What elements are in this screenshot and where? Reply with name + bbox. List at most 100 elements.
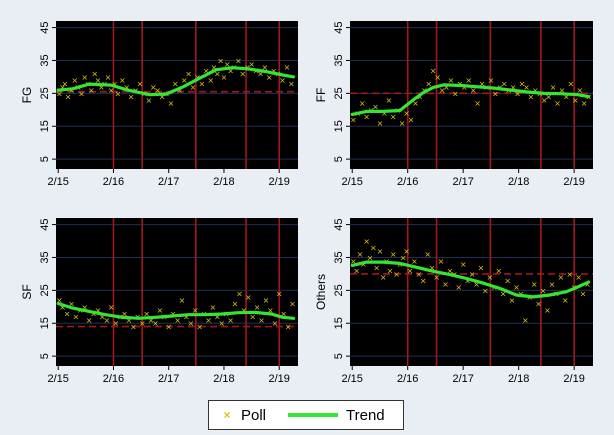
others-poll-point: ×	[486, 273, 493, 282]
fg-poll-point: ×	[248, 60, 255, 69]
fg-poll-point: ×	[266, 73, 273, 82]
sf-poll-point: ×	[121, 309, 128, 318]
sf-xtick-label: 2/18	[213, 373, 234, 385]
ff-poll-point: ×	[581, 99, 588, 108]
fg-xtick-label: 2/16	[103, 176, 124, 188]
others-poll-point: ×	[367, 253, 374, 262]
others-trend-line	[350, 260, 591, 299]
sf-poll-point: ×	[280, 309, 287, 318]
ff-poll-point: ×	[470, 86, 477, 95]
others-poll-point: ×	[500, 290, 507, 299]
ff-trend-line	[350, 83, 591, 117]
others-poll-point: ×	[380, 273, 387, 282]
fg-poll-point: ×	[128, 93, 135, 102]
ff-poll-point: ×	[563, 93, 570, 102]
sf-xtick-label: 2/19	[269, 373, 290, 385]
sf-poll-point: ×	[258, 316, 265, 325]
ff-poll-point: ×	[572, 96, 579, 105]
ff-poll-point: ×	[359, 99, 366, 108]
fg-poll-point: ×	[111, 79, 118, 88]
fg-ytick-label: 35	[39, 54, 51, 66]
others-poll-point: ×	[357, 250, 364, 259]
sf-xtick-label: 2/16	[103, 373, 124, 385]
fg-poll-point: ×	[176, 86, 183, 95]
sf-poll-point: ×	[227, 316, 234, 325]
fg-ytick-label: 5	[39, 156, 51, 162]
others-poll-point: ×	[535, 300, 542, 309]
ff-poll-point: ×	[425, 79, 432, 88]
fg-poll-point: ×	[91, 70, 98, 79]
fg-poll-point: ×	[224, 60, 231, 69]
ff-poll-point: ×	[390, 112, 397, 121]
sf-poll-point: ×	[241, 306, 248, 315]
sf-poll-point: ×	[210, 303, 217, 312]
sf-poll-point: ×	[86, 316, 93, 325]
sf-poll-point: ×	[126, 316, 133, 325]
sf-poll-point: ×	[236, 290, 243, 299]
sf-poll-point: ×	[218, 319, 225, 328]
sf-poll-point: ×	[56, 296, 63, 305]
fg-poll-point: ×	[227, 66, 234, 75]
sf-poll-point: ×	[267, 306, 274, 315]
fg-poll-point: ×	[154, 86, 161, 95]
others-poll-point: ×	[420, 276, 427, 285]
ff-poll-point: ×	[545, 93, 552, 102]
fg-poll-point: ×	[239, 70, 246, 79]
ff-poll-point: ×	[576, 86, 583, 95]
ff-poll-point: ×	[528, 93, 535, 102]
ff-poll-point: ×	[430, 66, 437, 75]
others-poll-point: ×	[442, 280, 449, 289]
fg-poll-point: ×	[288, 79, 295, 88]
fg-poll-point: ×	[56, 89, 63, 98]
ff-poll-point: ×	[479, 79, 486, 88]
ff-xtick-label: 2/16	[397, 176, 418, 188]
ff-poll-point: ×	[385, 96, 392, 105]
others-poll-point: ×	[400, 253, 407, 262]
ff-xtick-label: 2/17	[452, 176, 473, 188]
ff-poll-point: ×	[510, 83, 517, 92]
fg-poll-point: ×	[214, 70, 221, 79]
ff-poll-point: ×	[567, 79, 574, 88]
fg-poll-point: ×	[221, 73, 228, 82]
others-poll-point: ×	[415, 270, 422, 279]
others-poll-point: ×	[562, 296, 569, 305]
fg-poll-point: ×	[65, 93, 72, 102]
ff-poll-point: ×	[474, 99, 481, 108]
sf-poll-point: ×	[143, 309, 150, 318]
fg-ytick-label: 45	[39, 21, 51, 33]
ff-ytick-label: 5	[333, 156, 345, 162]
sf-poll-point: ×	[214, 313, 221, 322]
fg-poll-point: ×	[211, 63, 218, 72]
fg-ytick-label: 25	[39, 87, 51, 99]
others-poll-point: ×	[373, 263, 380, 272]
others-poll-point: ×	[544, 306, 551, 315]
others-poll-point: ×	[370, 244, 377, 253]
others-poll-point: ×	[407, 267, 414, 276]
others-poll-point: ×	[557, 273, 564, 282]
sf-poll-point: ×	[130, 323, 137, 332]
sf-ytick-label: 45	[39, 218, 51, 230]
sf-poll-point: ×	[112, 319, 119, 328]
others-poll-point: ×	[424, 250, 431, 259]
ff-poll-point: ×	[501, 79, 508, 88]
fg-poll-point: ×	[190, 83, 197, 92]
others-ytick-label: 5	[333, 353, 345, 359]
fg-poll-point: ×	[88, 86, 95, 95]
others-poll-point: ×	[522, 316, 529, 325]
others-poll-point: ×	[504, 276, 511, 285]
fg-plot-area	[56, 21, 298, 169]
sf-ytick-label: 5	[39, 353, 51, 359]
sf-poll-point: ×	[187, 319, 194, 328]
sf-poll-point: ×	[192, 306, 199, 315]
sf-poll-point: ×	[68, 300, 75, 309]
others-poll-point: ×	[464, 276, 471, 285]
sf-poll-point: ×	[64, 309, 71, 318]
ff-poll-point: ×	[350, 116, 357, 125]
others-poll-point: ×	[455, 283, 462, 292]
others-poll-point: ×	[566, 270, 573, 279]
fg-poll-point: ×	[68, 86, 75, 95]
others-xtick-label: 2/19	[563, 373, 584, 385]
ff-poll-point: ×	[408, 116, 415, 125]
legend-trend-label: Trend	[346, 406, 385, 424]
